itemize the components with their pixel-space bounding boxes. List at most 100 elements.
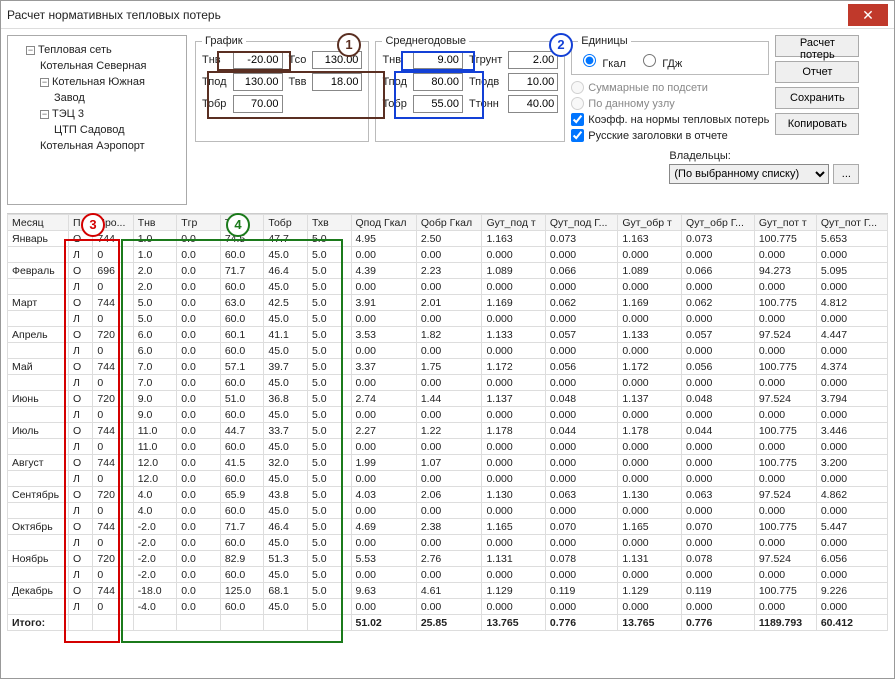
table-row[interactable]: Л012.00.060.045.05.00.000.000.0000.0000.… xyxy=(8,471,888,487)
table-row[interactable]: ИюльО74411.00.044.733.75.02.271.221.1780… xyxy=(8,423,888,439)
col-header[interactable]: Тгр xyxy=(177,215,221,231)
col-header[interactable]: Тнв xyxy=(133,215,177,231)
network-tree[interactable]: −Тепловая сеть Котельная Северная −Котел… xyxy=(7,35,187,205)
owners-more-button[interactable]: ... xyxy=(833,164,859,184)
cell: 45.0 xyxy=(264,343,308,359)
cell: 45.0 xyxy=(264,247,308,263)
table-row[interactable]: ФевральО6962.00.071.746.45.04.392.231.08… xyxy=(8,263,888,279)
cell: 5.653 xyxy=(816,231,887,247)
col-header[interactable]: Qут_пот Г... xyxy=(816,215,887,231)
col-header[interactable]: Qпод Гкал xyxy=(351,215,416,231)
cell: 0.000 xyxy=(682,535,755,551)
expand-icon[interactable]: − xyxy=(40,78,49,87)
gkal-radio[interactable] xyxy=(583,54,596,67)
sred-tnv-input[interactable] xyxy=(413,51,463,69)
coef-check[interactable] xyxy=(571,113,584,126)
cell: 0.000 xyxy=(816,311,887,327)
tree-item[interactable]: ТЭЦ 3 xyxy=(52,108,84,120)
cell: 45.0 xyxy=(264,599,308,615)
cell: О xyxy=(69,487,93,503)
table-row[interactable]: МайО7447.00.057.139.75.03.371.751.1720.0… xyxy=(8,359,888,375)
col-header[interactable]: Тобр xyxy=(264,215,308,231)
cell: 0.000 xyxy=(816,439,887,455)
table-row[interactable]: Л04.00.060.045.05.00.000.000.0000.0000.0… xyxy=(8,503,888,519)
table-row[interactable]: Л0-4.00.060.045.05.00.000.000.0000.0000.… xyxy=(8,599,888,615)
rus-check-label[interactable]: Русские заголовки в отчете xyxy=(571,129,769,142)
table-row[interactable]: Л02.00.060.045.05.00.000.000.0000.0000.0… xyxy=(8,279,888,295)
tpodv-input[interactable] xyxy=(508,73,558,91)
cell: -2.0 xyxy=(133,519,177,535)
cell: 5.0 xyxy=(307,231,351,247)
table-row[interactable]: Л07.00.060.045.05.00.000.000.0000.0000.0… xyxy=(8,375,888,391)
tree-item[interactable]: Котельная Аэропорт xyxy=(40,138,182,154)
table-row[interactable]: НоябрьО720-2.00.082.951.35.05.532.761.13… xyxy=(8,551,888,567)
col-header[interactable]: Gут_пот т xyxy=(754,215,816,231)
table-row[interactable]: Л09.00.060.045.05.00.000.000.0000.0000.0… xyxy=(8,407,888,423)
table-row[interactable]: АвгустО74412.00.041.532.05.01.991.070.00… xyxy=(8,455,888,471)
table-row[interactable]: Л06.00.060.045.05.00.000.000.0000.0000.0… xyxy=(8,343,888,359)
table-row[interactable]: ОктябрьО744-2.00.071.746.45.04.692.381.1… xyxy=(8,519,888,535)
tnv-input[interactable] xyxy=(233,51,283,69)
col-header[interactable]: Месяц xyxy=(8,215,69,231)
sum-radio-label[interactable]: Суммарные по подсети xyxy=(571,81,769,94)
window-title: Расчет нормативных тепловых потерь xyxy=(7,8,848,22)
copy-button[interactable]: Копировать xyxy=(775,113,859,135)
cell: 0 xyxy=(93,279,133,295)
tree-item[interactable]: Завод xyxy=(54,90,182,106)
cell: 0.0 xyxy=(177,519,221,535)
gkal-radio-label[interactable]: Гкал xyxy=(578,58,626,70)
tvv-input[interactable] xyxy=(312,73,362,91)
tpod-input[interactable] xyxy=(233,73,283,91)
table-row[interactable]: СентябрьО7204.00.065.943.85.04.032.061.1… xyxy=(8,487,888,503)
col-header[interactable]: Gут_обр т xyxy=(618,215,682,231)
rus-check[interactable] xyxy=(571,129,584,142)
cell: 0.044 xyxy=(682,423,755,439)
sred-tpod-input[interactable] xyxy=(413,73,463,91)
close-button[interactable]: ✕ xyxy=(848,4,888,26)
table-row[interactable]: Л05.00.060.045.05.00.000.000.0000.0000.0… xyxy=(8,311,888,327)
tree-item[interactable]: ЦТП Садовод xyxy=(54,122,182,138)
table-row[interactable]: Л01.00.060.045.05.00.000.000.0000.0000.0… xyxy=(8,247,888,263)
tgrunt-input[interactable] xyxy=(508,51,558,69)
cell: 744 xyxy=(93,519,133,535)
cell: 0.00 xyxy=(416,375,482,391)
table-row[interactable]: Л0-2.00.060.045.05.00.000.000.0000.0000.… xyxy=(8,535,888,551)
table-row[interactable]: ДекабрьО744-18.00.0125.068.15.09.634.611… xyxy=(8,583,888,599)
col-header[interactable]: Тхв xyxy=(307,215,351,231)
coef-check-label[interactable]: Коэфф. на нормы тепловых потерь xyxy=(571,113,769,126)
col-header[interactable]: Qобр Гкал xyxy=(416,215,482,231)
tree-root[interactable]: Тепловая сеть xyxy=(38,44,112,56)
table-row[interactable]: АпрельО7206.00.060.141.15.03.531.821.133… xyxy=(8,327,888,343)
col-header[interactable]: Gут_под т xyxy=(482,215,545,231)
results-table-wrap[interactable]: МесяцП..Про...ТнвТгрТподТобрТхвQпод Гкал… xyxy=(7,213,888,672)
node-radio-label[interactable]: По данному узлу xyxy=(571,97,769,110)
cell: 4.39 xyxy=(351,263,416,279)
sred-tobr-input[interactable] xyxy=(413,95,463,113)
cell: 0.000 xyxy=(482,503,545,519)
ttonn-input[interactable] xyxy=(508,95,558,113)
table-row[interactable]: Л0-2.00.060.045.05.00.000.000.0000.0000.… xyxy=(8,567,888,583)
tree-item[interactable]: Котельная Северная xyxy=(40,58,182,74)
table-row[interactable]: Л011.00.060.045.05.00.000.000.0000.0000.… xyxy=(8,439,888,455)
gdj-radio-label[interactable]: ГДж xyxy=(638,58,682,70)
cell: 0 xyxy=(93,343,133,359)
table-row[interactable]: ИюньО7209.00.051.036.85.02.741.441.1370.… xyxy=(8,391,888,407)
expand-icon[interactable]: − xyxy=(26,46,35,55)
col-header[interactable]: Qут_под Г... xyxy=(545,215,617,231)
calc-button[interactable]: Расчет потерь xyxy=(775,35,859,57)
tree-item[interactable]: Котельная Южная xyxy=(52,76,145,88)
expand-icon[interactable]: − xyxy=(40,110,49,119)
table-row[interactable]: ЯнварьО7441.00.074.547.75.04.952.501.163… xyxy=(8,231,888,247)
report-button[interactable]: Отчет xyxy=(775,61,859,83)
cell: 696 xyxy=(93,263,133,279)
cell: 6.0 xyxy=(133,343,177,359)
cell: 0.000 xyxy=(816,599,887,615)
col-header[interactable]: Qут_обр Г... xyxy=(682,215,755,231)
gdj-radio[interactable] xyxy=(643,54,656,67)
table-row[interactable]: МартО7445.00.063.042.55.03.912.011.1690.… xyxy=(8,295,888,311)
cell: 5.0 xyxy=(307,551,351,567)
owners-select[interactable]: (По выбранному списку) xyxy=(669,164,829,184)
save-button[interactable]: Сохранить xyxy=(775,87,859,109)
tobr-input[interactable] xyxy=(233,95,283,113)
cell: 5.0 xyxy=(307,455,351,471)
